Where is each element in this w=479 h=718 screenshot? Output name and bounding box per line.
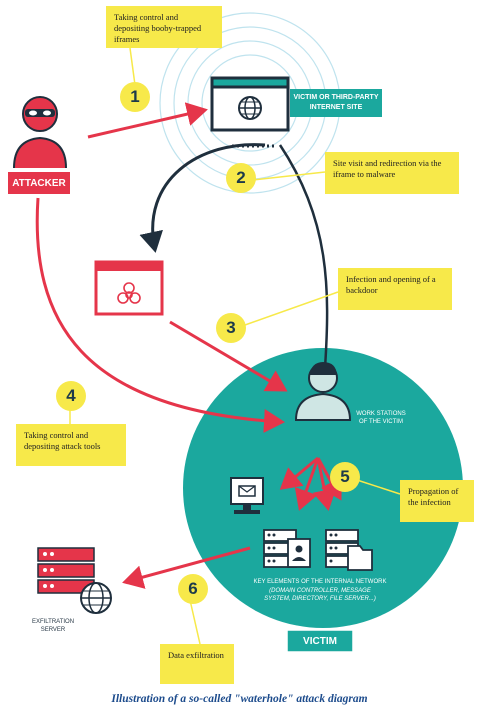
arrow-propagation-1 <box>279 456 319 490</box>
arrow-propagation-2 <box>294 457 320 511</box>
note-step-5: Propagation of the infection <box>400 480 474 522</box>
folder-icon <box>347 545 373 571</box>
arrow-malware-to-workstation <box>169 320 288 392</box>
step-number-4: 4 <box>56 381 86 411</box>
step-number-2: 2 <box>226 163 256 193</box>
globe-icon <box>80 582 112 614</box>
note-step-2: Site visit and redirection via the ifram… <box>325 152 459 194</box>
workstations-label: WORK STATIONS OF THE VICTIM <box>356 411 406 425</box>
victim-label-bg <box>286 629 354 653</box>
redirect-arrow <box>139 143 266 253</box>
note-step-3: Infection and opening of a backdoor <box>338 268 452 310</box>
site-window <box>210 76 290 132</box>
attacker-label: ATTACKER <box>12 178 66 189</box>
step-number-5: 5 <box>330 462 360 492</box>
mail-icon <box>230 477 264 514</box>
network-detail: (DOMAIN CONTROLLER, MESSAGE SYSTEM, DIRE… <box>264 588 376 602</box>
site-to-victim-line <box>278 144 329 369</box>
exfil-label: EXFILTRATION SERVER <box>31 619 75 633</box>
file-server-icon <box>325 529 359 568</box>
globe-icon <box>238 96 262 120</box>
site-label-bg <box>290 89 382 117</box>
note-connectors <box>69 47 401 645</box>
note-step-4: Taking control and depositing attack too… <box>16 424 126 466</box>
arrow-exfiltration <box>122 546 251 589</box>
arrow-attacker-to-site <box>87 102 208 139</box>
arrow-attacker-to-workstation <box>35 197 285 433</box>
note-step-1: Taking control and depositing booby-trap… <box>106 6 222 48</box>
step-number-1: 1 <box>120 82 150 112</box>
directory-icon <box>287 538 311 568</box>
exfil-server-icon <box>37 547 112 614</box>
diagram-caption: Illustration of a so-called "waterhole" … <box>111 693 368 705</box>
attacker-label-bg <box>8 172 70 194</box>
biohazard-icon <box>117 282 141 304</box>
server-icon <box>263 529 297 568</box>
site-label: VICTIM OR THIRD-PARTY INTERNET SITE <box>293 94 379 111</box>
attacker-icon <box>13 96 67 169</box>
victim-label: VICTIM <box>303 636 337 647</box>
network-title: KEY ELEMENTS OF THE INTERNAL NETWORK <box>253 579 387 585</box>
step-number-3: 3 <box>216 313 246 343</box>
arrow-propagation-4 <box>316 457 342 501</box>
step-number-6: 6 <box>178 574 208 604</box>
malware-window <box>94 260 164 316</box>
user-icon <box>294 362 352 421</box>
note-step-6: Data exfiltration <box>160 644 234 684</box>
